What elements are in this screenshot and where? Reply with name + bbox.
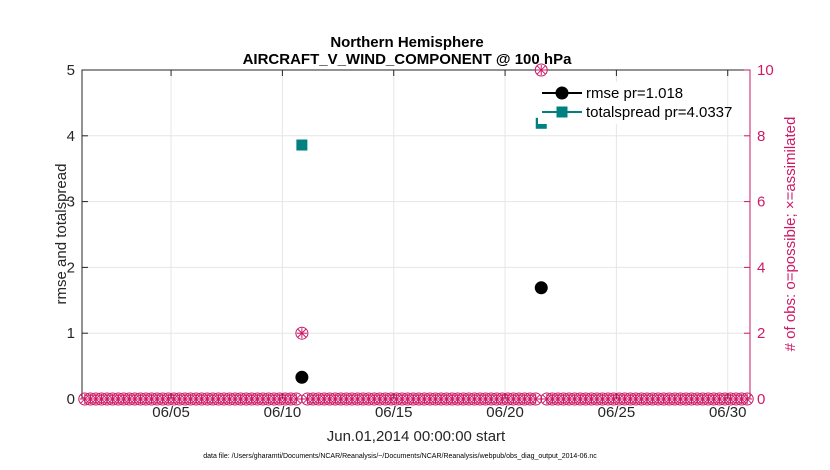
totalspread-point <box>296 139 308 151</box>
x-tick-label: 06/10 <box>264 404 302 421</box>
legend-marker-rmse <box>555 86 569 100</box>
y-tick-label-left: 0 <box>67 391 75 408</box>
obs-possible-point <box>529 392 543 406</box>
x-tick-label: 06/05 <box>152 404 190 421</box>
legend-label-rmse: rmse pr=1.018 <box>586 85 683 102</box>
obs-possible-point <box>740 392 754 406</box>
obs-possible-point <box>295 326 309 340</box>
ticks: 06/05 06/10 06/15 06/20 06/25 06/30 0 1 2 3 4 5 0 2 4 6… <box>67 62 774 421</box>
chart-title: Northern Hemisphere <box>330 34 483 51</box>
y-tick-label-right: 2 <box>757 325 765 342</box>
x-tick-label: 06/15 <box>375 404 413 421</box>
x-tick-label: 06/30 <box>709 404 747 421</box>
obs-possible-point <box>289 392 303 406</box>
x-tick-label: 06/25 <box>598 404 636 421</box>
chart-subtitle: AIRCRAFT_V_WIND_COMPONENT @ 100 hPa <box>243 51 573 68</box>
series-markers <box>295 117 548 384</box>
y-tick-label-left: 1 <box>67 325 75 342</box>
y-tick-label-right: 4 <box>757 259 765 276</box>
obs-markers <box>78 63 754 406</box>
y-tick-label-left: 2 <box>67 259 75 276</box>
rmse-point <box>534 281 548 295</box>
legend-label-totalspread: totalspread pr=4.0337 <box>586 104 732 121</box>
grid <box>82 70 750 399</box>
x-axis-label: Jun.01,2014 00:00:00 start <box>327 428 506 445</box>
rmse-point <box>295 370 309 384</box>
y-tick-label-right: 6 <box>757 194 765 211</box>
y-tick-label-right: 10 <box>757 62 774 79</box>
y-axis-label-left: rmse and totalspread <box>53 164 70 305</box>
y-tick-label-left: 5 <box>67 62 75 79</box>
legend: rmse pr=1.018 totalspread pr=4.0337 <box>538 82 732 124</box>
obs-possible-point <box>534 63 548 77</box>
y-axis-label-right: # of obs: o=possible; ×=assimilated <box>782 117 799 352</box>
y-tick-label-left: 3 <box>67 194 75 211</box>
legend-box <box>538 82 718 124</box>
x-tick-label: 06/20 <box>486 404 524 421</box>
y-tick-label-right: 8 <box>757 128 765 145</box>
legend-marker-totalspread <box>556 106 568 118</box>
y-tick-label-right: 0 <box>757 391 765 408</box>
y-tick-label-left: 4 <box>67 128 75 145</box>
data-file-footnote: data file: /Users/gharamti/Documents/NCA… <box>203 453 597 460</box>
